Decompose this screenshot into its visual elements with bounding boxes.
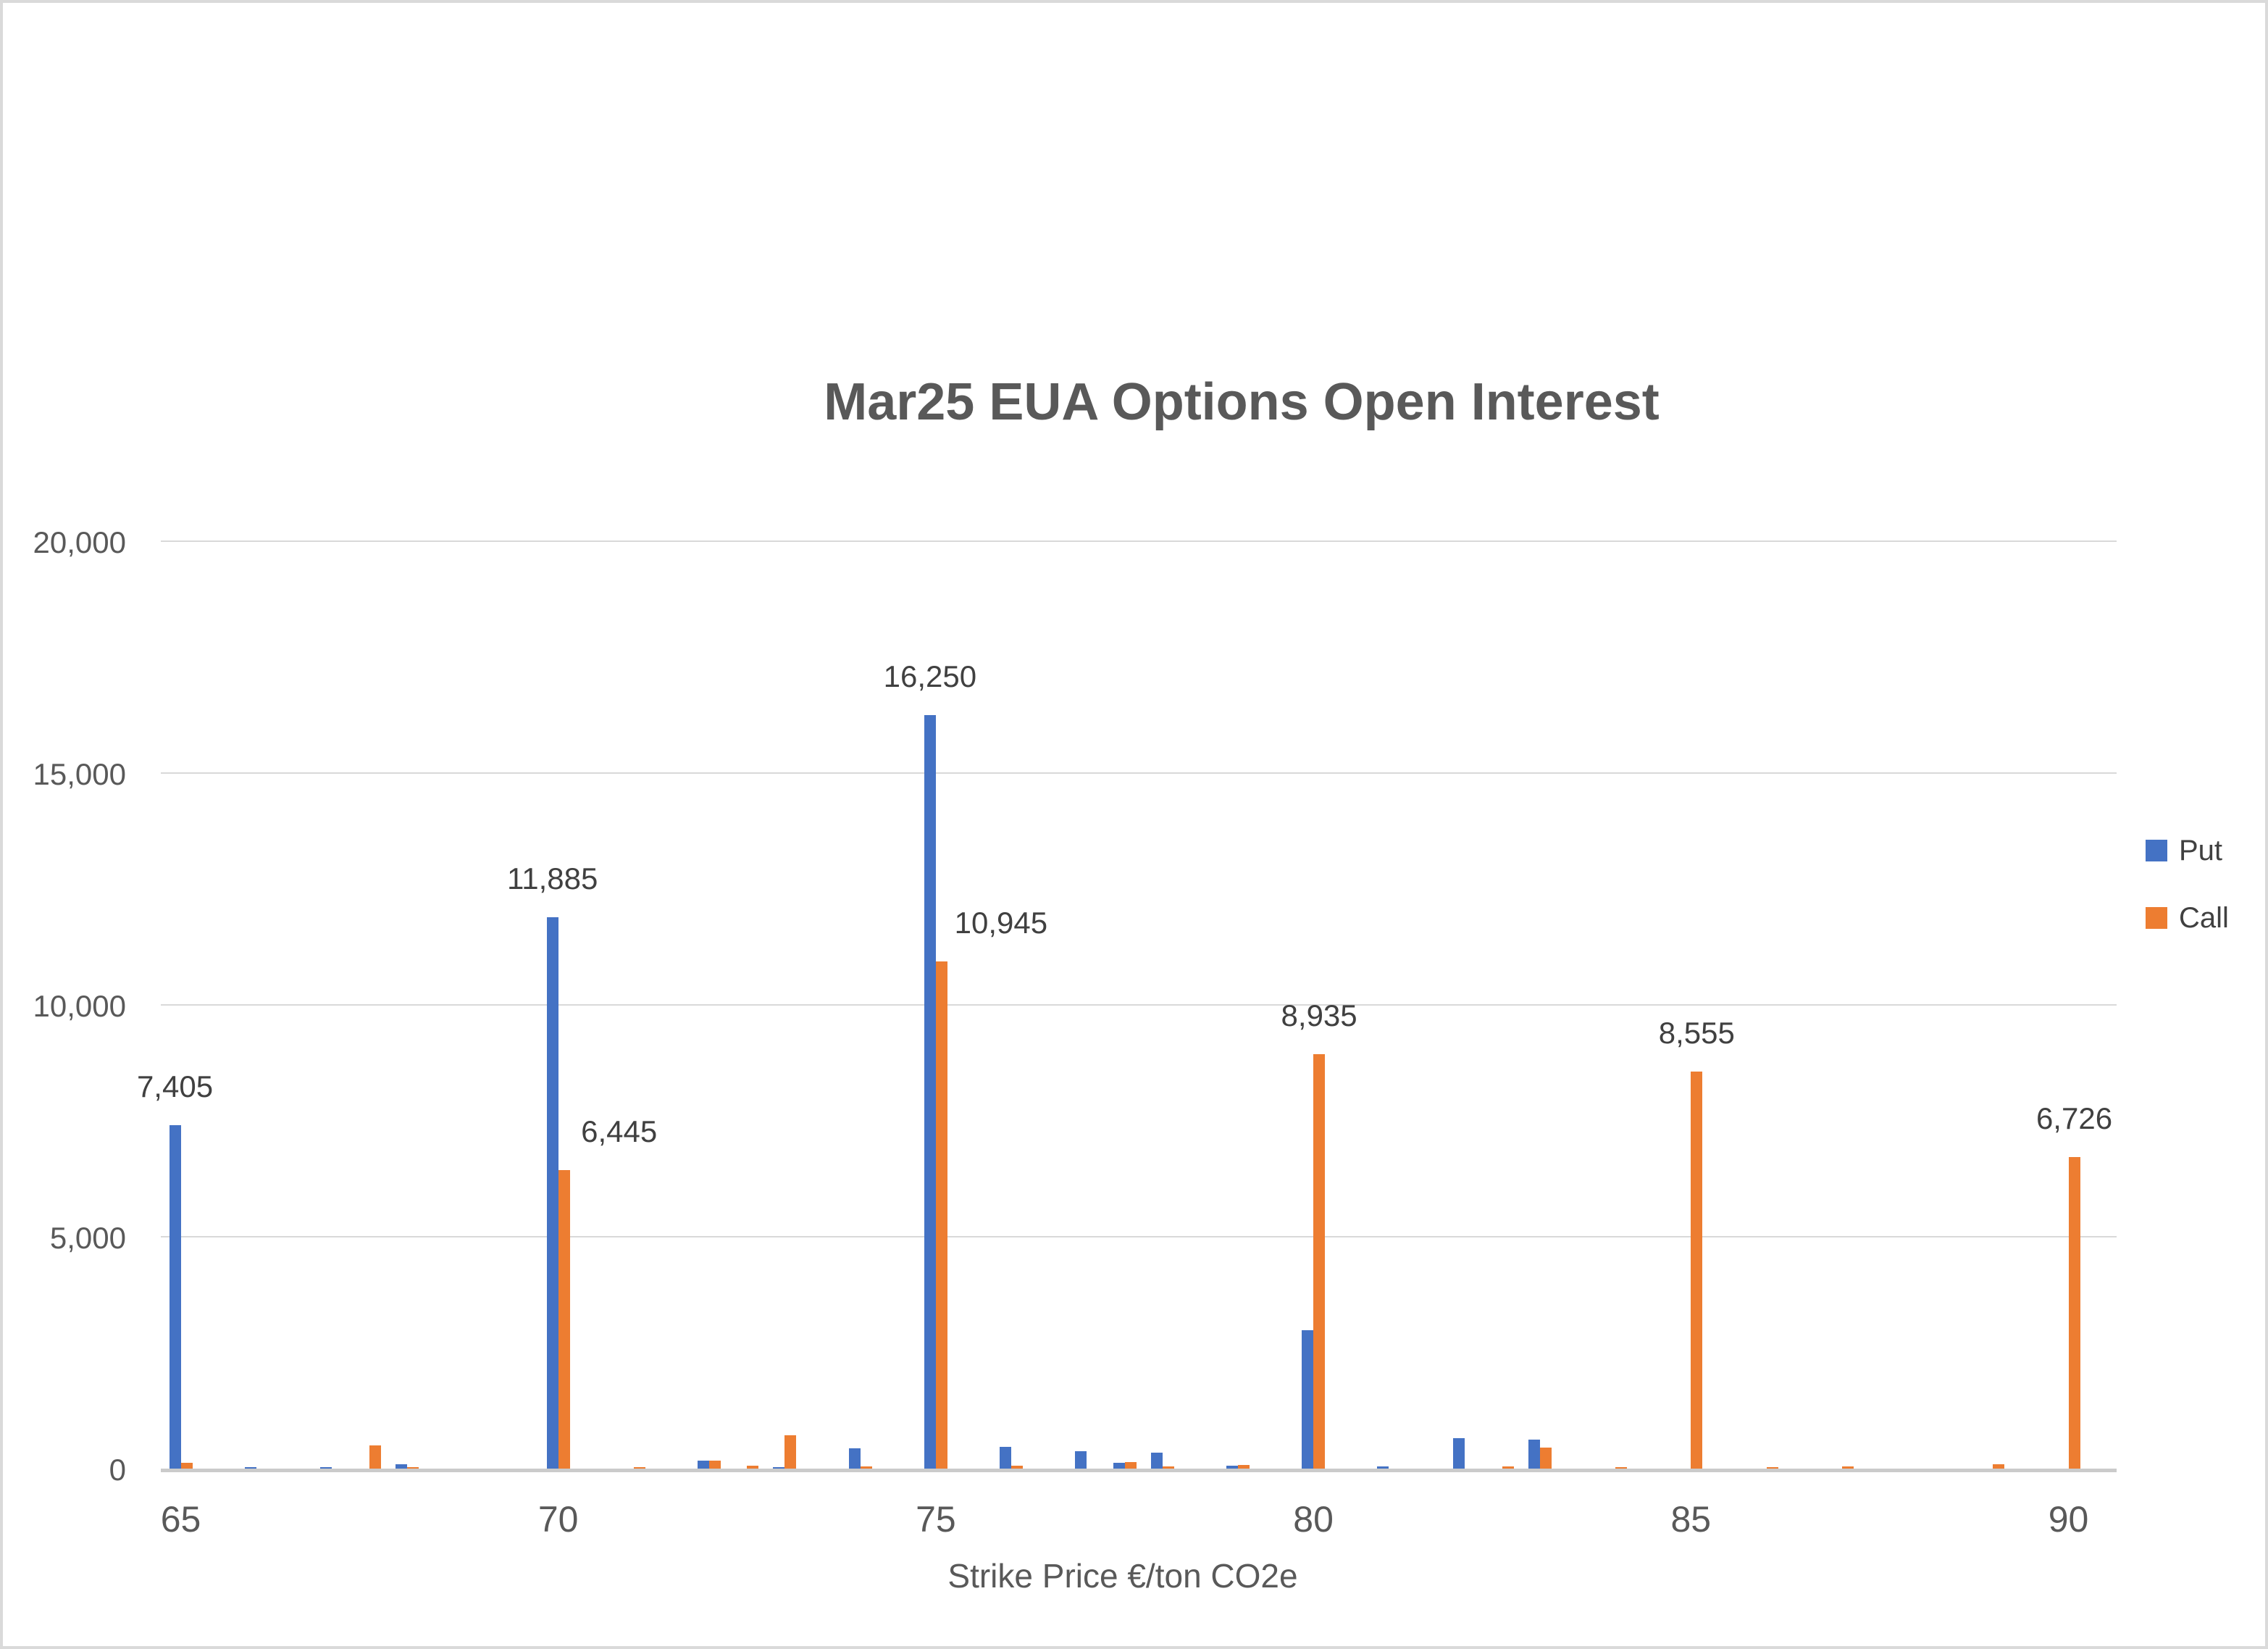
bar-call-87 [1841,1466,1854,1469]
bar-call-83 [1539,1448,1552,1469]
bar-call-89 [1993,1464,2005,1469]
y-tick-15000: 15,000 [33,757,126,791]
data-label-call-85: 8,555 [1658,1016,1735,1051]
bar-put-72 [698,1461,710,1469]
data-label-call-90: 6,726 [2035,1101,2113,1135]
legend-label-call: Call [2179,901,2229,934]
bar-put-79 [1226,1465,1238,1469]
bar-call-68 [407,1466,419,1469]
bar-put-73 [773,1466,785,1469]
bar-call-71 [633,1466,645,1469]
data-label-call-75: 10,945 [954,905,1048,940]
gridline-10000 [161,1004,2117,1006]
bar-put-83 [1528,1440,1540,1469]
bar-put-68 [396,1464,408,1469]
bar-call-73 [784,1435,797,1469]
bar-call-74 [860,1466,872,1469]
legend-item-call: Call [2146,901,2229,934]
bar-put-77.5 [1113,1462,1125,1469]
data-label-put-70: 11,885 [507,861,598,896]
bar-call-72 [709,1461,721,1469]
bar-put-82 [1452,1438,1465,1469]
bar-put-80 [1302,1330,1314,1469]
bar-put-67 [319,1466,332,1469]
x-axis-title: Strike Price €/ton CO2e [947,1557,1298,1595]
chart-title: Mar25 EUA Options Open Interest [824,373,1660,431]
bar-put-70 [546,917,558,1469]
bar-call-86 [1766,1466,1778,1469]
bar-call-79 [1237,1464,1250,1469]
y-tick-20000: 20,000 [33,525,126,559]
gridline-15000 [161,772,2117,774]
bar-call-65 [180,1463,193,1469]
x-tick-75: 75 [916,1499,956,1540]
x-tick-85: 85 [1670,1499,1712,1540]
y-tick-10000: 10,000 [33,989,126,1023]
y-tick-5000: 5,000 [49,1221,126,1255]
bar-call-84 [1615,1466,1628,1469]
data-label-put-65: 7,405 [136,1069,214,1104]
x-tick-80: 80 [1293,1499,1334,1540]
bar-call-77.5 [1124,1462,1137,1469]
bar-call-76 [1011,1466,1024,1469]
bar-put-76 [1000,1446,1012,1469]
bar-call-85 [1691,1072,1703,1469]
bar-put-78 [1150,1453,1163,1469]
bar-call-75 [935,961,947,1469]
data-label-put-75: 16,250 [883,659,977,693]
x-tick-70: 70 [537,1499,579,1540]
bar-call-67.5 [369,1445,382,1469]
y-tick-0: 0 [109,1453,126,1487]
data-label-call-70: 6,445 [581,1114,658,1148]
x-tick-65: 65 [160,1499,201,1540]
bar-put-66 [244,1466,256,1469]
bar-put-77 [1075,1451,1087,1469]
legend-swatch-call [2146,907,2167,929]
data-label-call-80: 8,935 [1281,998,1357,1033]
bar-call-70 [558,1169,570,1469]
x-axis-line [161,1469,2117,1472]
bar-put-74 [848,1448,861,1469]
bar-put-75 [924,715,936,1469]
x-tick-90: 90 [2048,1499,2089,1540]
legend-item-put: Put [2146,834,2223,867]
bar-call-72.5 [747,1465,759,1469]
bar-call-78 [1162,1466,1174,1469]
bar-call-90 [2068,1156,2080,1469]
legend-label-put: Put [2179,834,2223,867]
legend-swatch-put [2146,840,2167,861]
bar-put-65 [169,1125,181,1469]
gridline-5000 [161,1236,2117,1237]
bar-call-82.5 [1502,1466,1514,1469]
bar-put-81 [1377,1466,1389,1469]
gridline-20000 [161,540,2117,542]
bar-call-80 [1313,1054,1326,1469]
